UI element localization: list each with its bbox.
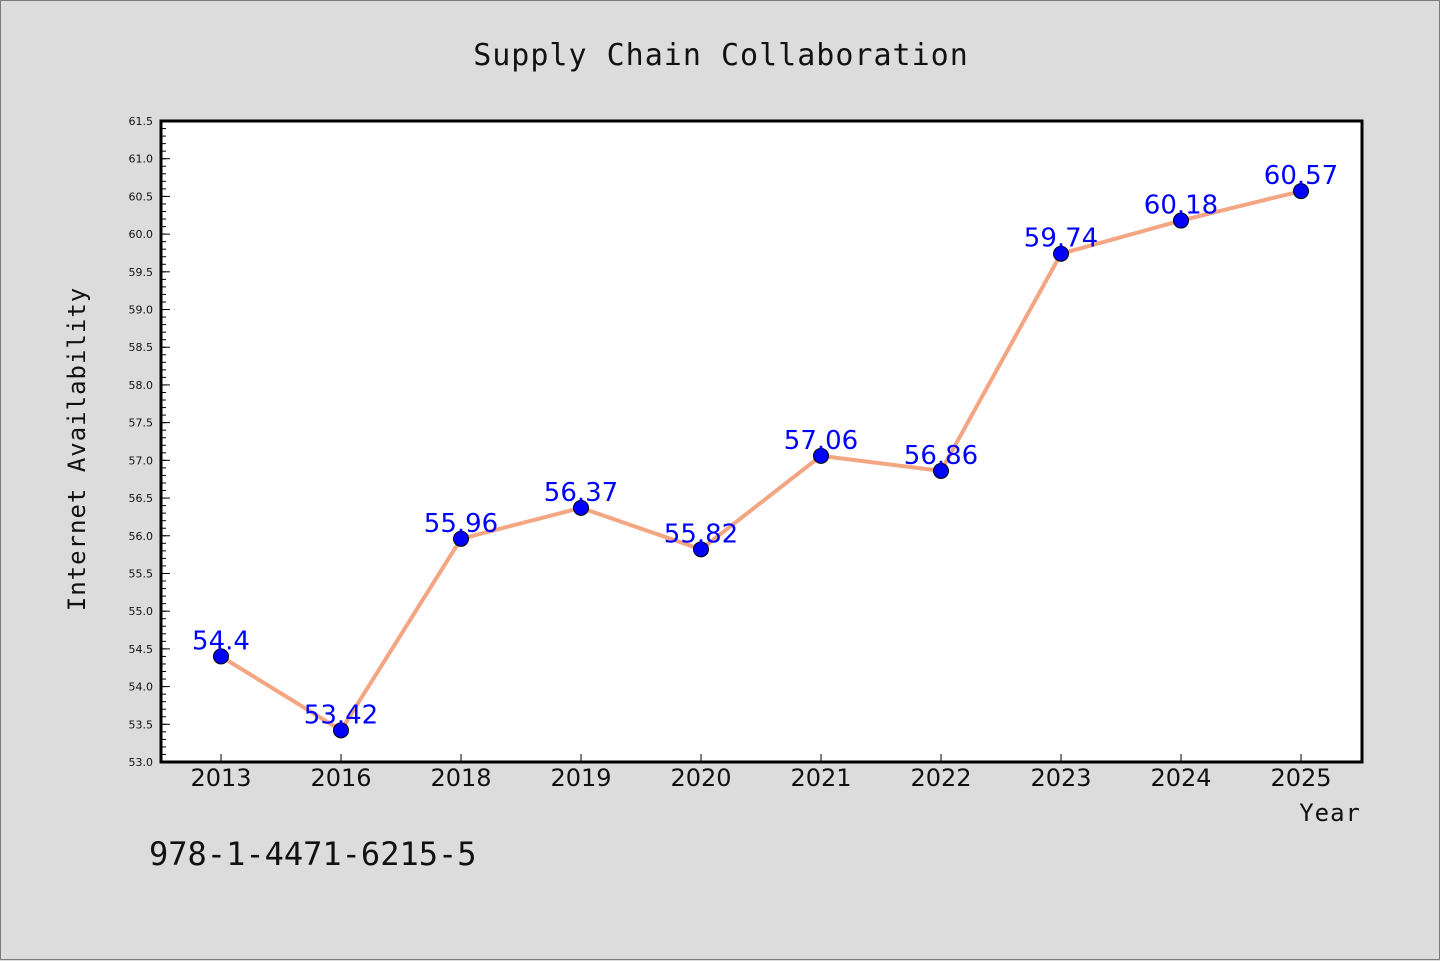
y-tick-label: 59.0 bbox=[129, 304, 154, 317]
chart-title: Supply Chain Collaboration bbox=[473, 38, 969, 73]
data-label: 55.82 bbox=[664, 519, 738, 549]
data-label: 59.74 bbox=[1024, 224, 1098, 254]
y-tick-label: 61.5 bbox=[129, 115, 154, 128]
data-point bbox=[1173, 212, 1189, 229]
x-tick-label: 2019 bbox=[550, 764, 611, 792]
data-point bbox=[453, 530, 469, 547]
y-tick-label: 56.0 bbox=[129, 530, 154, 543]
y-tick-label: 54.0 bbox=[129, 681, 154, 694]
data-point bbox=[573, 499, 589, 516]
x-axis: 2013 2016 2018 2019 2020 2021 2022 2023 2024 2025 bbox=[190, 754, 1332, 792]
x-tick-label: 2023 bbox=[1030, 764, 1091, 792]
x-tick-label: 2025 bbox=[1270, 764, 1331, 792]
x-tick-label: 2024 bbox=[1150, 764, 1211, 792]
data-point bbox=[693, 541, 709, 558]
x-tick-label: 2020 bbox=[670, 764, 731, 792]
y-tick-label: 53.0 bbox=[129, 756, 154, 769]
data-label: 57.06 bbox=[784, 426, 858, 456]
data-label: 60.18 bbox=[1144, 191, 1218, 221]
data-point bbox=[333, 722, 349, 739]
y-tick-label: 60.5 bbox=[129, 190, 154, 203]
x-tick-label: 2013 bbox=[190, 764, 251, 792]
data-point bbox=[213, 648, 229, 665]
x-tick-label: 2021 bbox=[790, 764, 851, 792]
y-tick-label: 55.0 bbox=[129, 605, 154, 618]
data-point bbox=[1053, 245, 1069, 262]
y-tick-label: 53.5 bbox=[129, 718, 154, 731]
y-axis: 53.0 53.5 54.0 54.5 55.0 55.5 56.0 56.5 57.0 57.5… bbox=[129, 115, 170, 769]
y-tick-label: 61.0 bbox=[129, 153, 154, 166]
data-label: 56.86 bbox=[904, 441, 978, 471]
data-markers bbox=[213, 183, 1309, 739]
series-line bbox=[219, 189, 1303, 733]
isbn-annotation: 978-1-4471-6215-5 bbox=[149, 835, 477, 873]
data-point bbox=[813, 447, 829, 464]
y-tick-label: 54.5 bbox=[129, 643, 154, 656]
x-tick-label: 2022 bbox=[910, 764, 971, 792]
data-label: 53.42 bbox=[304, 700, 378, 730]
data-labels: 54.4 53.42 55.96 56.37 55.82 57.06 56.86 59.74 6… bbox=[192, 161, 1338, 730]
x-tick-label: 2016 bbox=[310, 764, 371, 792]
y-tick-label: 58.5 bbox=[129, 341, 154, 354]
y-tick-label: 58.0 bbox=[129, 379, 154, 392]
data-point bbox=[933, 462, 949, 479]
data-label: 60.57 bbox=[1264, 161, 1338, 191]
y-axis-label: Internet Availability bbox=[63, 287, 91, 611]
x-tick-label: 2018 bbox=[430, 764, 491, 792]
y-tick-label: 59.5 bbox=[129, 266, 154, 279]
y-tick-label: 57.5 bbox=[129, 417, 154, 430]
x-axis-label: Year bbox=[1299, 799, 1361, 827]
y-tick-label: 55.5 bbox=[129, 567, 154, 580]
data-label: 54.4 bbox=[192, 626, 250, 656]
y-tick-label: 60.0 bbox=[129, 228, 154, 241]
data-point bbox=[1293, 183, 1309, 200]
data-label: 56.37 bbox=[544, 478, 618, 508]
y-tick-label: 57.0 bbox=[129, 454, 154, 467]
data-label: 55.96 bbox=[424, 509, 498, 539]
y-tick-label: 56.5 bbox=[129, 492, 154, 505]
